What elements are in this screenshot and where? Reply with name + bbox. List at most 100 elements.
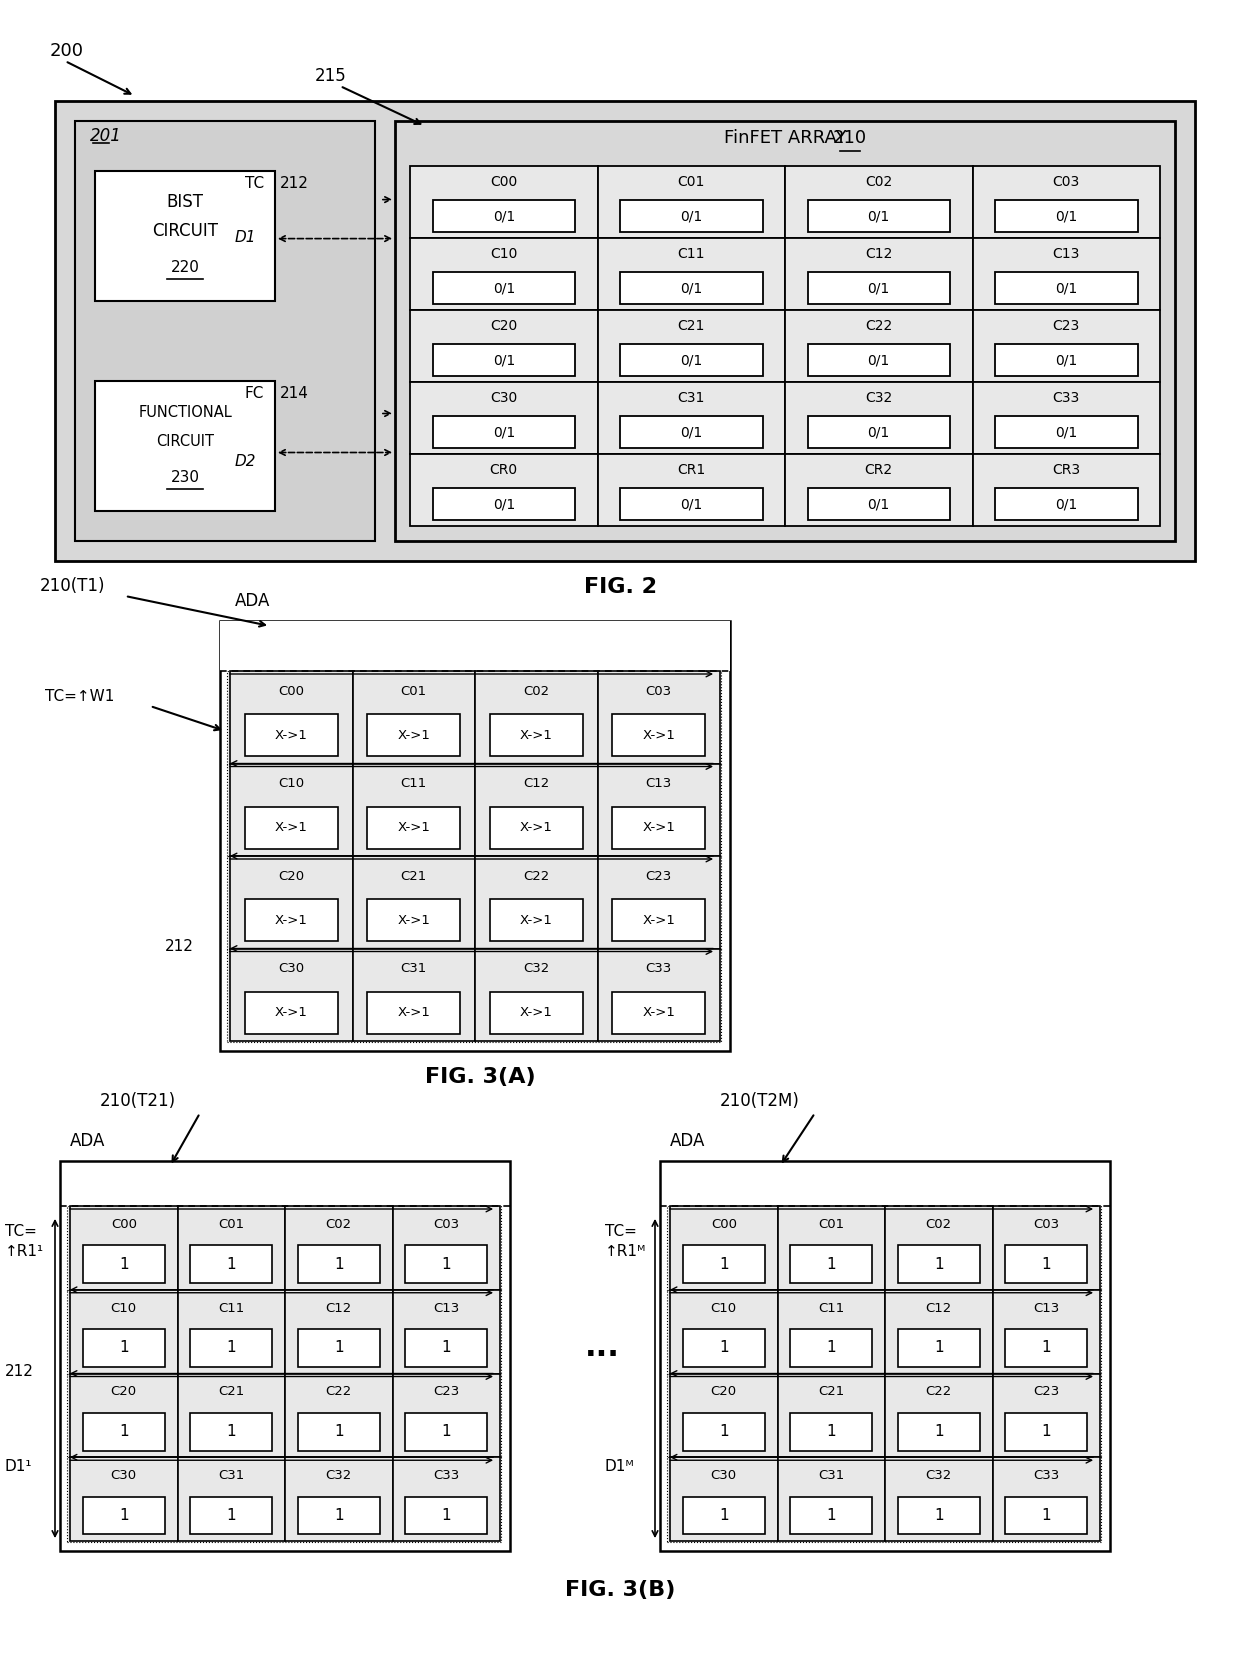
Text: C22: C22 [866,319,893,332]
Text: 1: 1 [441,1423,451,1438]
Text: C03: C03 [1033,1218,1059,1231]
FancyBboxPatch shape [598,764,720,855]
FancyBboxPatch shape [807,199,950,233]
Text: 1: 1 [441,1340,451,1355]
Text: ...: ... [585,1334,620,1362]
Text: ADA: ADA [670,1133,706,1149]
FancyBboxPatch shape [191,1497,272,1535]
Text: 1: 1 [826,1257,836,1272]
Text: C20: C20 [110,1385,136,1399]
FancyBboxPatch shape [396,121,1176,541]
Text: 200: 200 [50,42,84,60]
Text: 1: 1 [441,1257,451,1272]
Text: X->1: X->1 [520,914,553,927]
FancyBboxPatch shape [229,671,352,764]
Text: 0/1: 0/1 [492,209,515,223]
FancyBboxPatch shape [898,1246,980,1282]
FancyBboxPatch shape [95,171,275,301]
Text: ↑R1¹: ↑R1¹ [5,1244,45,1259]
FancyBboxPatch shape [1006,1246,1087,1282]
FancyBboxPatch shape [885,1374,992,1457]
Text: C31: C31 [401,962,427,975]
FancyBboxPatch shape [992,1206,1100,1289]
FancyBboxPatch shape [433,272,575,304]
FancyBboxPatch shape [405,1329,487,1367]
FancyBboxPatch shape [777,1206,885,1289]
Text: C02: C02 [523,684,549,698]
Text: 215: 215 [315,66,347,85]
Text: C30: C30 [278,962,304,975]
Text: C11: C11 [818,1302,844,1314]
FancyBboxPatch shape [229,948,352,1041]
FancyBboxPatch shape [244,714,337,756]
Text: 0/1: 0/1 [868,209,890,223]
FancyBboxPatch shape [410,238,598,311]
FancyBboxPatch shape [367,992,460,1033]
Text: 0/1: 0/1 [1055,497,1078,512]
Text: C10: C10 [278,777,304,791]
Text: 0/1: 0/1 [680,354,702,367]
Text: 1: 1 [826,1340,836,1355]
Text: C32: C32 [523,962,549,975]
Text: C23: C23 [433,1385,459,1399]
Text: X->1: X->1 [642,729,676,742]
FancyBboxPatch shape [598,382,785,453]
Text: C23: C23 [1053,319,1080,332]
Text: D1ᴹ: D1ᴹ [605,1458,635,1473]
FancyBboxPatch shape [598,166,785,238]
Text: 1: 1 [934,1423,944,1438]
Text: C12: C12 [326,1302,352,1314]
Text: 0/1: 0/1 [680,209,702,223]
Text: 0/1: 0/1 [868,425,890,439]
FancyBboxPatch shape [670,1206,777,1289]
Text: C31: C31 [677,390,704,405]
FancyBboxPatch shape [405,1414,487,1450]
FancyBboxPatch shape [475,764,598,855]
Text: C12: C12 [866,247,893,261]
FancyBboxPatch shape [83,1329,165,1367]
Text: TC=↑W1: TC=↑W1 [45,689,114,704]
FancyBboxPatch shape [177,1289,285,1374]
FancyBboxPatch shape [613,807,706,849]
FancyBboxPatch shape [352,948,475,1041]
FancyBboxPatch shape [785,166,972,238]
FancyBboxPatch shape [972,453,1159,527]
FancyBboxPatch shape [994,488,1137,520]
FancyBboxPatch shape [490,807,583,849]
FancyBboxPatch shape [177,1374,285,1457]
FancyBboxPatch shape [885,1457,992,1541]
Text: X->1: X->1 [642,914,676,927]
Text: C01: C01 [401,684,427,698]
Text: 1: 1 [227,1423,236,1438]
Text: 0/1: 0/1 [1055,425,1078,439]
Text: 220: 220 [171,261,200,276]
FancyBboxPatch shape [352,855,475,948]
Text: C02: C02 [926,1218,952,1231]
Text: 1: 1 [719,1257,729,1272]
Text: ADA: ADA [236,591,270,610]
FancyBboxPatch shape [69,1289,177,1374]
FancyBboxPatch shape [74,121,374,541]
Bar [227,671,720,764]
Text: ADA: ADA [69,1133,105,1149]
Text: C03: C03 [433,1218,459,1231]
Text: C00: C00 [490,174,517,189]
FancyBboxPatch shape [885,1289,992,1374]
Text: C30: C30 [711,1470,737,1482]
Text: 0/1: 0/1 [868,497,890,512]
Text: FIG. 3(A): FIG. 3(A) [424,1066,536,1086]
FancyBboxPatch shape [994,272,1137,304]
FancyBboxPatch shape [598,855,720,948]
FancyBboxPatch shape [410,453,598,527]
Text: 1: 1 [227,1508,236,1523]
Text: C11: C11 [401,777,427,791]
FancyBboxPatch shape [393,1374,500,1457]
FancyBboxPatch shape [994,415,1137,448]
Text: X->1: X->1 [275,1007,308,1020]
Text: C22: C22 [326,1385,352,1399]
FancyBboxPatch shape [620,199,763,233]
FancyBboxPatch shape [405,1497,487,1535]
FancyBboxPatch shape [177,1457,285,1541]
FancyBboxPatch shape [660,1161,1110,1551]
Text: 0/1: 0/1 [492,425,515,439]
